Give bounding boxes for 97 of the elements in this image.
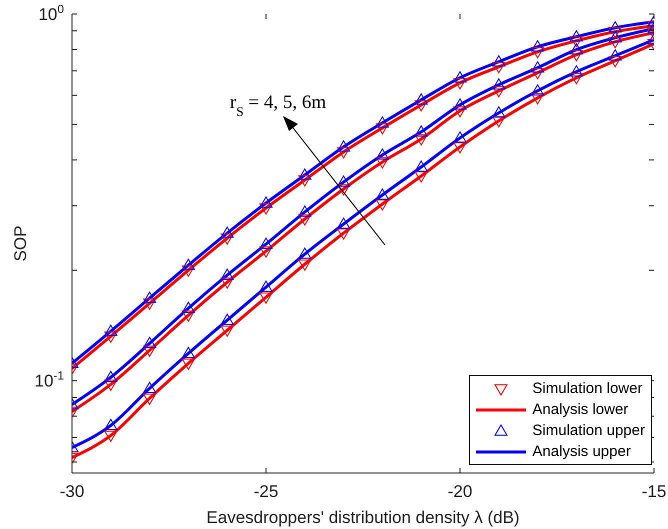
point	[104, 332, 118, 343]
point	[337, 228, 350, 240]
y-tick-label: 10$^{0}$	[38, 2, 64, 24]
point	[182, 258, 195, 270]
point	[570, 50, 583, 62]
point	[182, 302, 195, 313]
point	[454, 78, 466, 90]
point	[414, 171, 428, 182]
x-tick-label: -15	[642, 482, 666, 501]
point	[104, 370, 118, 382]
annotation: r$_{S}$ = 4, 5, 6m	[230, 92, 326, 118]
point	[570, 73, 583, 84]
point	[337, 147, 350, 158]
point	[260, 203, 272, 215]
point	[376, 188, 389, 200]
point	[220, 268, 234, 280]
point	[454, 131, 466, 143]
legend-label: Simulation lower	[532, 380, 642, 397]
point	[104, 324, 118, 336]
point	[454, 142, 466, 154]
y-axis-title: SOP	[11, 226, 30, 262]
point	[414, 100, 428, 112]
x-tick-label: -25	[254, 482, 278, 501]
point	[608, 37, 622, 48]
point	[570, 30, 583, 42]
point	[570, 65, 583, 76]
point	[376, 157, 389, 168]
legend-label: Analysis upper	[532, 443, 631, 460]
legend-label: Analysis lower	[532, 401, 628, 418]
point	[414, 93, 428, 105]
point	[608, 56, 622, 68]
point	[182, 310, 195, 322]
point	[531, 40, 544, 52]
point	[608, 27, 622, 38]
point	[492, 55, 506, 66]
x-tick-label: -20	[448, 482, 472, 501]
point	[414, 160, 428, 172]
point	[531, 93, 544, 104]
point	[492, 116, 506, 128]
point	[414, 134, 428, 146]
point	[492, 106, 506, 118]
point	[260, 280, 272, 292]
point	[454, 106, 466, 118]
point	[454, 98, 466, 110]
point	[260, 292, 272, 304]
point	[220, 233, 234, 245]
point	[298, 260, 312, 271]
point	[104, 418, 118, 430]
point	[531, 84, 544, 96]
point	[104, 430, 118, 442]
point	[376, 116, 389, 128]
point	[143, 336, 156, 348]
point	[220, 277, 234, 289]
point	[220, 226, 234, 238]
point	[337, 218, 350, 229]
point	[298, 214, 312, 226]
point	[220, 326, 234, 337]
point	[337, 176, 350, 187]
legend-label: Simulation upper	[532, 422, 645, 439]
point	[454, 71, 466, 82]
point	[608, 21, 622, 32]
point	[376, 148, 389, 160]
point	[182, 346, 195, 358]
point	[298, 206, 312, 217]
point	[492, 78, 506, 90]
point	[298, 248, 312, 259]
point	[143, 298, 156, 310]
point	[182, 266, 195, 277]
point	[492, 62, 506, 74]
point	[376, 199, 389, 211]
point	[143, 394, 156, 405]
point	[260, 246, 272, 258]
point	[260, 238, 272, 249]
point	[608, 49, 622, 60]
point	[531, 61, 544, 72]
x-axis-title: Eavesdroppers' distribution density λ (dB)	[206, 508, 520, 527]
point	[414, 125, 428, 137]
point	[608, 31, 622, 42]
point	[143, 346, 156, 357]
point	[570, 43, 583, 54]
point	[337, 140, 350, 152]
point	[531, 68, 544, 80]
point	[220, 314, 234, 325]
point	[531, 47, 544, 58]
x-tick-label: -30	[60, 482, 84, 501]
point	[298, 175, 312, 186]
point	[570, 36, 583, 48]
point	[104, 380, 118, 391]
y-tick-label: 10$^{-1}$	[34, 368, 64, 391]
point	[337, 184, 350, 196]
point	[182, 358, 195, 370]
point	[260, 196, 272, 208]
point	[143, 292, 156, 303]
point	[143, 382, 156, 394]
point	[376, 123, 389, 134]
point	[492, 86, 506, 98]
point	[298, 168, 312, 180]
